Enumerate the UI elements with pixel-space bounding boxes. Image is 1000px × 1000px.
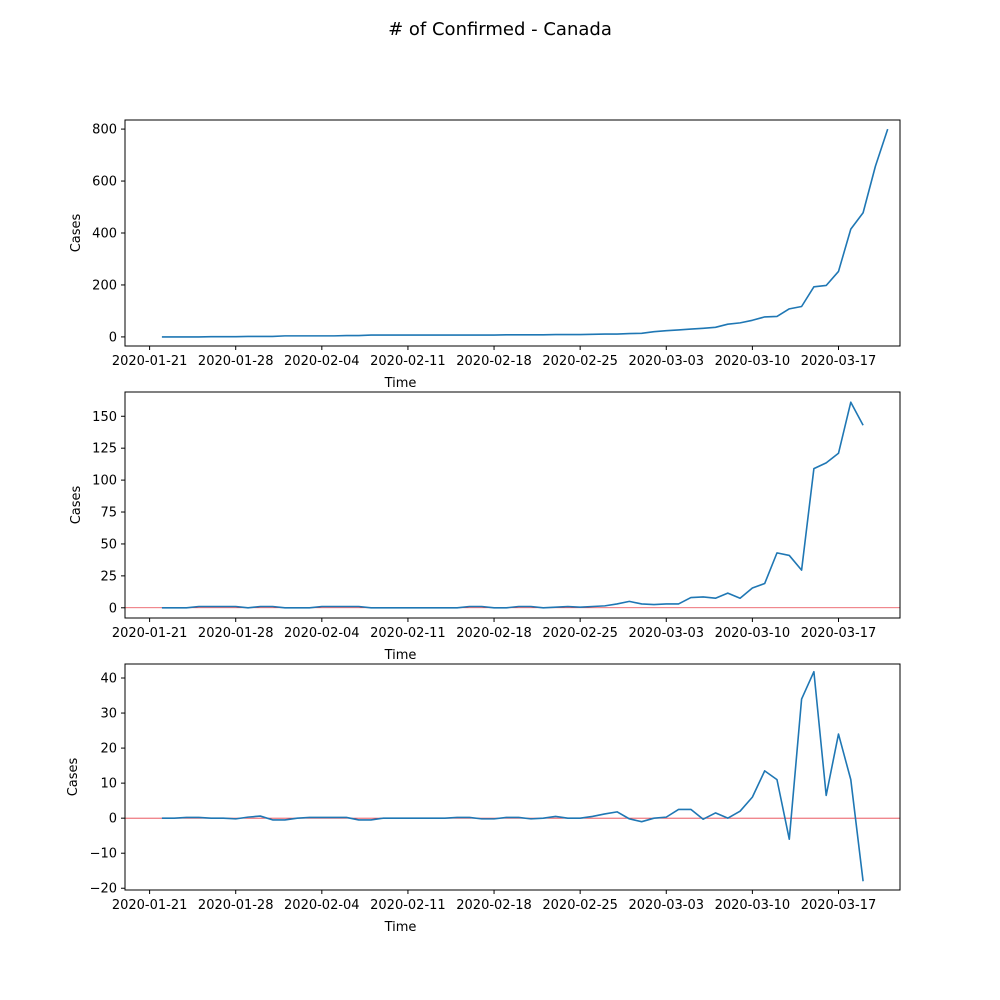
x-tick-label: 2020-03-03 [628,898,704,913]
series-line-1 [161,128,889,338]
y-tick-label: 200 [92,278,117,293]
x-tick-label: 2020-01-28 [198,626,274,641]
y-tick-label: 0 [109,601,117,616]
y-tick-label: −10 [90,847,117,862]
x-tick-label: 2020-02-25 [542,354,618,369]
x-tick-label: 2020-01-21 [112,354,188,369]
x-tick-label: 2020-02-25 [542,898,618,913]
subplot-2: 2020-01-21 2020-01-28 2020-02-04 2020-02-11… [69,391,901,663]
y-tick-label: 800 [92,123,117,138]
x-tick-label: 2020-01-21 [112,898,188,913]
x-tick-label: 2020-03-17 [801,898,877,913]
x-tick-label: 2020-02-18 [456,898,532,913]
x-tick-label: 2020-02-11 [370,354,446,369]
x-tick-label: 2020-03-17 [801,626,877,641]
subplot-3: 2020-01-21 2020-01-28 2020-02-04 2020-02-11… [66,663,901,935]
y-tick-label: 25 [100,569,117,584]
y-axis-label: Cases [69,213,84,252]
y-tick-label: 40 [100,672,117,687]
plot-frame [124,663,901,891]
x-tick-label: 2020-02-18 [456,354,532,369]
x-tick-label: 2020-03-10 [715,626,791,641]
plot-frame [124,391,901,619]
x-tick-label: 2020-02-11 [370,626,446,641]
y-tick-label: 600 [92,175,117,190]
y-tick-label: 100 [92,474,117,489]
y-tick-label: 0 [109,330,117,345]
x-axis-label: Time [384,376,417,391]
x-tick-label: 2020-01-28 [198,354,274,369]
x-tick-label: 2020-03-10 [715,898,791,913]
x-tick-label: 2020-03-17 [801,354,877,369]
series-line-1 [161,401,864,609]
x-tick-label: 2020-02-04 [284,898,360,913]
y-tick-label: 10 [100,777,117,792]
x-tick-label: 2020-02-04 [284,354,360,369]
x-tick-label: 2020-03-03 [628,626,704,641]
x-axis-label: Time [384,920,417,935]
y-tick-label: 400 [92,227,117,242]
y-tick-label: 0 [109,812,117,827]
x-tick-label: 2020-03-03 [628,354,704,369]
x-tick-label: 2020-01-21 [112,626,188,641]
y-tick-label: 20 [100,742,117,757]
y-axis-label: Cases [69,485,84,524]
x-tick-label: 2020-01-28 [198,898,274,913]
y-axis-label: Cases [66,757,81,796]
x-tick-label: 2020-03-10 [715,354,791,369]
y-tick-label: 125 [92,442,117,457]
y-tick-label: 150 [92,410,117,425]
x-tick-label: 2020-02-04 [284,626,360,641]
y-tick-label: 30 [100,707,117,722]
series-line-1 [161,670,864,882]
x-axis-label: Time [384,648,417,663]
subplots: 2020-01-21 2020-01-28 2020-02-04 2020-02-11… [66,119,901,935]
y-tick-label: 75 [100,506,117,521]
y-tick-label: −20 [90,882,117,897]
x-tick-label: 2020-02-11 [370,898,446,913]
figure-title: # of Confirmed - Canada [388,19,612,40]
x-tick-label: 2020-02-25 [542,626,618,641]
y-tick-label: 50 [100,537,117,552]
subplot-1: 2020-01-21 2020-01-28 2020-02-04 2020-02-11… [69,119,901,391]
x-tick-label: 2020-02-18 [456,626,532,641]
